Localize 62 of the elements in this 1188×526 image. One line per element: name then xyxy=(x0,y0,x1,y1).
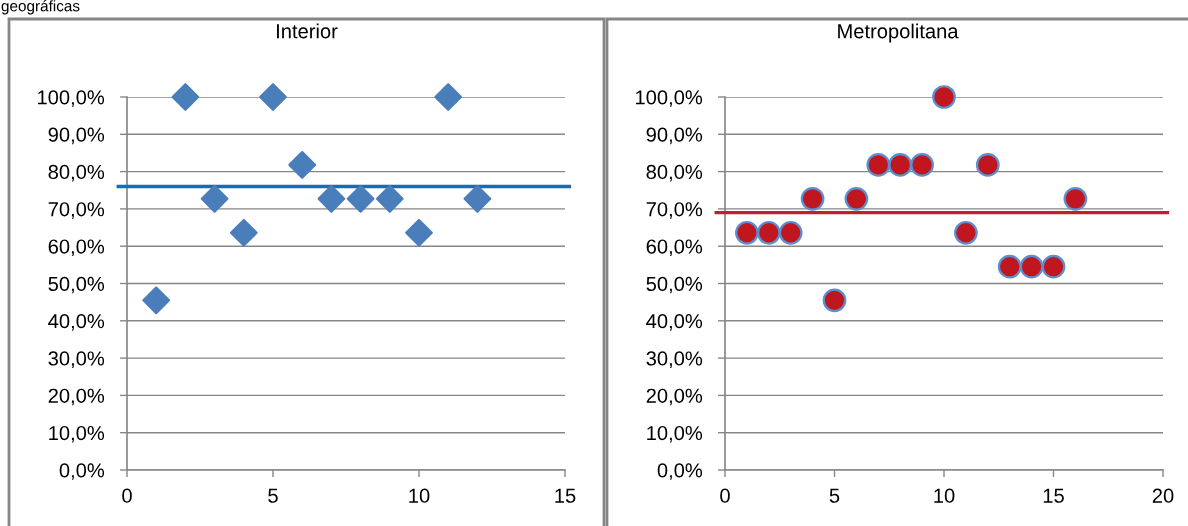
y-tick-label: 80,0% xyxy=(48,164,105,182)
point xyxy=(142,286,171,315)
point xyxy=(997,254,1022,279)
x-tick-label: 15 xyxy=(1043,488,1064,503)
x-tick-label: 5 xyxy=(829,488,840,503)
point xyxy=(866,153,891,177)
x-tick-label: 15 xyxy=(555,488,576,503)
x-tick-label: 10 xyxy=(409,488,430,503)
point xyxy=(844,186,869,211)
y-tick-label: 10,0% xyxy=(647,425,703,443)
x-tick-label: 0 xyxy=(122,488,132,503)
point xyxy=(200,184,229,213)
point xyxy=(375,184,404,213)
y-tick-label: 90,0% xyxy=(646,127,703,145)
point xyxy=(735,220,759,245)
x-tick-label: 0 xyxy=(720,488,730,503)
point xyxy=(1063,186,1088,211)
y-tick-label: 60,0% xyxy=(646,239,703,257)
y-tick-label: 90,0% xyxy=(48,127,105,145)
point xyxy=(1041,254,1066,279)
point xyxy=(778,220,803,245)
point xyxy=(1019,254,1044,279)
y-tick-label: 80,0% xyxy=(646,164,703,182)
point xyxy=(259,83,287,111)
y-tick-label: 40,0% xyxy=(48,314,105,331)
y-tick-label: 10,0% xyxy=(49,425,105,443)
x-tick-label: 10 xyxy=(934,488,955,503)
y-tick-label: 60,0% xyxy=(48,239,105,257)
point xyxy=(317,184,346,213)
point xyxy=(405,218,433,247)
y-tick-label: 40,0% xyxy=(646,314,703,331)
point xyxy=(954,220,978,245)
y-tick-label: 20,0% xyxy=(48,388,105,406)
point xyxy=(822,288,847,313)
y-tick-label: 0,0% xyxy=(657,463,703,480)
y-tick-label: 20,0% xyxy=(646,388,703,406)
y-tick-label: 70,0% xyxy=(48,202,105,219)
y-tick-label: 100,0% xyxy=(636,90,703,107)
y-tick-label: 30,0% xyxy=(646,351,703,368)
y-tick-label: 30,0% xyxy=(48,351,105,368)
point xyxy=(346,184,375,213)
point xyxy=(171,83,200,111)
point xyxy=(910,153,934,177)
y-tick-label: 50,0% xyxy=(646,276,703,294)
point xyxy=(288,150,317,179)
point xyxy=(434,83,463,111)
y-tick-label: 70,0% xyxy=(646,202,703,219)
text: geográficas xyxy=(1,0,80,15)
y-tick-label: 50,0% xyxy=(48,276,105,294)
point xyxy=(800,186,825,211)
x-tick-label: 20 xyxy=(1152,488,1174,503)
y-tick-label: 0,0% xyxy=(59,463,105,480)
point xyxy=(229,218,258,247)
point xyxy=(932,85,956,109)
y-tick-label: 100,0% xyxy=(38,90,105,107)
x-tick-label: 5 xyxy=(268,488,278,503)
point xyxy=(975,153,1000,177)
point xyxy=(756,220,781,245)
chart-title: Interior xyxy=(277,23,338,39)
point xyxy=(888,153,913,177)
chart-title: Metropolitana xyxy=(838,23,959,43)
point xyxy=(463,184,492,213)
